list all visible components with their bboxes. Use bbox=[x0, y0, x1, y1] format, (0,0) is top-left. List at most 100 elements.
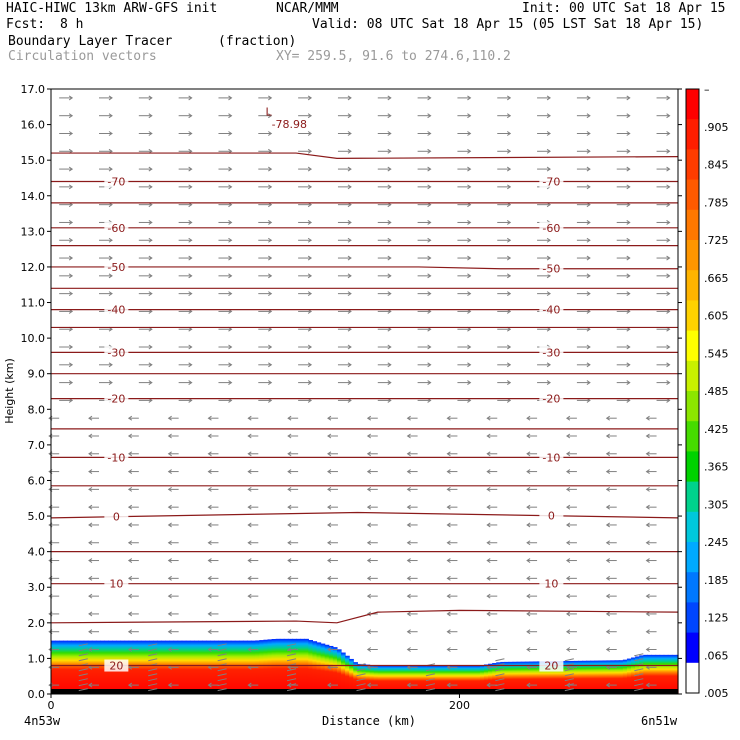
tracer-fill-column bbox=[418, 665, 424, 694]
circulation-vector bbox=[356, 678, 366, 682]
circulation-vector-head bbox=[467, 148, 472, 154]
tracer-fill-column bbox=[300, 638, 305, 694]
colorbar-segment bbox=[686, 240, 699, 271]
y-tick-label: 8.0 bbox=[28, 403, 46, 416]
isotherm-label: 10 bbox=[109, 578, 123, 591]
circulation-vector-head bbox=[188, 291, 193, 297]
tracer-fill-column bbox=[663, 654, 669, 694]
field2-name: Circulation vectors bbox=[8, 49, 157, 64]
circulation-vector-head bbox=[566, 575, 571, 581]
circulation-vector-head bbox=[506, 273, 512, 279]
circulation-vector-head bbox=[645, 629, 650, 635]
colorbar-label: .725 bbox=[704, 234, 729, 247]
isotherm-label: 20 bbox=[544, 660, 558, 673]
circulation-vector-head bbox=[247, 593, 252, 599]
circulation-vector bbox=[634, 653, 644, 657]
tracer-fill-column bbox=[234, 640, 240, 694]
circulation-vector-head bbox=[327, 611, 332, 617]
circulation-vector-head bbox=[307, 131, 313, 136]
tracer-fill-column bbox=[467, 665, 473, 694]
circulation-vector-head bbox=[68, 166, 74, 172]
circulation-vector-head bbox=[427, 166, 432, 172]
circulation-vector-head bbox=[366, 575, 372, 581]
circulation-vector-head bbox=[605, 611, 611, 617]
tracer-fill-column bbox=[238, 640, 244, 694]
circulation-vector-head bbox=[666, 95, 671, 101]
tracer-fill-column bbox=[667, 654, 673, 694]
circulation-vector bbox=[148, 653, 158, 657]
circulation-vector-head bbox=[327, 451, 332, 457]
circulation-vector-head bbox=[127, 415, 133, 421]
circulation-vector-head bbox=[366, 486, 372, 492]
tracer-fill-column bbox=[275, 638, 281, 694]
circulation-vector-head bbox=[366, 682, 372, 688]
circulation-vector bbox=[495, 688, 505, 692]
circulation-vector bbox=[564, 683, 574, 687]
circulation-vector-head bbox=[427, 291, 432, 297]
circulation-vector-head bbox=[546, 113, 551, 119]
circulation-vector-head bbox=[446, 611, 451, 617]
circulation-vector bbox=[356, 668, 366, 672]
tracer-fill-column bbox=[553, 661, 559, 694]
circulation-vector-head bbox=[268, 95, 273, 101]
circulation-vector-head bbox=[645, 558, 650, 563]
circulation-vector-head bbox=[127, 540, 133, 546]
circulation-vector-head bbox=[68, 380, 74, 386]
circulation-vector-head bbox=[427, 344, 432, 350]
circulation-vector-head bbox=[406, 575, 411, 581]
circulation-vector-head bbox=[287, 629, 292, 635]
tracer-fill-column bbox=[512, 661, 518, 694]
isotherm-line bbox=[51, 152, 679, 159]
isotherm-label: -10 bbox=[542, 451, 560, 464]
circulation-vector-head bbox=[207, 415, 212, 421]
circulation-vector-head bbox=[347, 344, 352, 350]
colorbar-segment bbox=[686, 542, 699, 573]
circulation-vector bbox=[495, 668, 505, 672]
tracer-fill-column bbox=[144, 640, 150, 694]
tracer-fill-column bbox=[573, 660, 579, 694]
circulation-vector-head bbox=[108, 291, 113, 297]
circulation-vector-head bbox=[327, 522, 332, 528]
extreme-annotation: L bbox=[265, 106, 272, 119]
circulation-vector-head bbox=[68, 131, 74, 136]
circulation-vector-head bbox=[486, 540, 491, 546]
colorbar-segment bbox=[686, 662, 699, 694]
isotherm-label-bg bbox=[539, 392, 564, 405]
tracer-fill-column bbox=[100, 640, 105, 694]
colorbar-label: .065 bbox=[704, 649, 729, 662]
circulation-vector-head bbox=[287, 540, 292, 546]
tracer-fill-column bbox=[242, 640, 248, 694]
colorbar-label: .185 bbox=[704, 574, 729, 587]
circulation-vector-head bbox=[486, 575, 491, 581]
isotherm-label: -20 bbox=[542, 393, 560, 406]
circulation-vector-head bbox=[406, 504, 411, 510]
circulation-vector-head bbox=[88, 540, 93, 546]
circulation-vector-head bbox=[406, 433, 411, 439]
circulation-vector-head bbox=[307, 344, 313, 350]
tracer-fill-column bbox=[271, 639, 277, 694]
circulation-vector-head bbox=[666, 184, 671, 190]
tracer-fill-column bbox=[528, 661, 534, 694]
circulation-vector-head bbox=[148, 344, 153, 350]
colorbar-label: .365 bbox=[704, 461, 729, 474]
circulation-vector-head bbox=[188, 113, 193, 119]
circulation-vector bbox=[148, 673, 158, 677]
circulation-vector-head bbox=[506, 184, 512, 190]
circulation-vector-head bbox=[247, 540, 252, 546]
circulation-vector-head bbox=[167, 682, 172, 688]
circulation-vector-head bbox=[247, 451, 252, 457]
circulation-vector-head bbox=[486, 647, 491, 652]
circulation-vector-head bbox=[605, 558, 611, 563]
circulation-vector-head bbox=[406, 451, 411, 457]
circulation-vector-head bbox=[506, 344, 512, 350]
tracer-fill-column bbox=[549, 661, 555, 694]
circulation-vector-head bbox=[366, 469, 372, 474]
y-tick-label: 16.0 bbox=[21, 119, 46, 132]
tracer-fill-column bbox=[459, 665, 465, 694]
circulation-vector-head bbox=[327, 469, 332, 474]
isotherm-line bbox=[50, 511, 679, 519]
circulation-vector-head bbox=[626, 95, 631, 101]
circulation-vector-head bbox=[307, 220, 313, 225]
y-tick-label: 17.0 bbox=[21, 83, 46, 96]
